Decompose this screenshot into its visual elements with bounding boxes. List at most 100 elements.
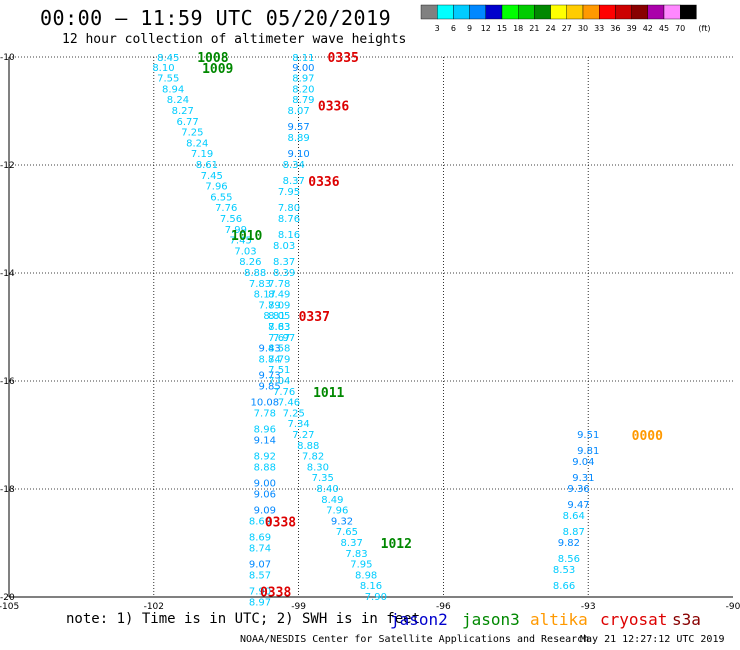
wave-height-value: 8.87 — [563, 527, 585, 538]
wave-height-value: 8.16 — [278, 230, 300, 241]
wave-height-value: 7.34 — [287, 419, 309, 430]
wave-height-values: 8.458.107.558.948.248.276.777.258.247.19… — [152, 53, 599, 608]
wave-height-value: 7.76 — [215, 203, 237, 214]
wave-height-value: 7.04 — [268, 376, 290, 387]
swh-colorbar: 3 6 9 12 15 18 21 24 27 30 33 36 39 42 45 70 (ft) — [420, 4, 710, 33]
footnote: note: 1) Time is in UTC; 2) SWH is in fe… — [66, 611, 421, 627]
colorbar-label: 21 — [529, 24, 539, 33]
wave-height-value: 7.79 — [259, 300, 281, 311]
x-tick-label: -90 — [726, 602, 740, 612]
wave-height-value: 8.34 — [283, 160, 305, 171]
wave-height-value: 7.25 — [181, 128, 203, 139]
wave-height-value: 8.09 — [268, 300, 290, 311]
x-tick-label: -102 — [144, 602, 164, 612]
colorbar-swatch — [420, 4, 438, 20]
wave-height-value: 8.37 — [273, 257, 295, 268]
credit-line: NOAA/NESDIS Center for Satellite Applica… — [240, 634, 590, 645]
wave-height-value: 8.81 — [263, 311, 285, 322]
colorbar-swatch — [550, 4, 567, 20]
wave-height-value: 8.88 — [297, 441, 319, 452]
wave-height-value: 8.83 — [268, 322, 290, 333]
wave-height-value: 8.89 — [287, 133, 309, 144]
wave-height-value: 9.82 — [558, 538, 580, 549]
wave-height-value: 7.25 — [283, 408, 305, 419]
wave-height-value: 8.26 — [239, 257, 261, 268]
colorbar-unit: (ft) — [698, 24, 710, 33]
wave-height-value: 8.88 — [244, 268, 266, 279]
wave-height-value: 7.03 — [234, 246, 256, 257]
colorbar-swatch — [599, 4, 616, 20]
legend-jason2: jason2 — [390, 610, 448, 629]
wave-height-value: 7.79 — [268, 354, 290, 365]
colorbar-label: 15 — [497, 24, 507, 33]
wave-height-value: 9.00 — [254, 479, 276, 490]
colorbar-swatch — [469, 4, 487, 20]
wave-height-value: 8.49 — [268, 290, 290, 301]
wave-height-value: 9.57 — [287, 122, 309, 133]
pass-time-label: 1008 — [197, 51, 228, 66]
wave-height-value: 8.30 — [307, 462, 329, 473]
legend-altika: altika — [530, 610, 588, 629]
wave-height-value: 7.27 — [292, 430, 314, 441]
colorbar-label: 18 — [513, 24, 523, 33]
wave-height-value: 7.76 — [273, 387, 295, 398]
wave-height-value: 9.00 — [292, 63, 314, 74]
wave-height-value: 8.37 — [283, 176, 305, 187]
wave-height-value: 9.51 — [577, 430, 599, 441]
colorbar-label: 6 — [451, 24, 456, 33]
x-tick-label: -99 — [291, 602, 306, 612]
wave-height-value: 7.78 — [268, 279, 290, 290]
axis-ticks: -10 -12 -14 -16 -18 -20-105 -102 -99 -96 -93 -90 — [0, 53, 740, 612]
wave-height-value: 7.78 — [254, 408, 276, 419]
colorbar-swatch — [680, 4, 697, 20]
wave-height-value: 8.17 — [254, 290, 276, 301]
wave-height-value: 8.20 — [292, 84, 314, 95]
legend-s3a: s3a — [672, 610, 701, 629]
colorbar-label: 39 — [627, 24, 637, 33]
legend-cryosat: cryosat — [600, 610, 668, 629]
colorbar-swatch — [518, 4, 535, 20]
wave-height-value: 7.90 — [365, 592, 387, 603]
wave-height-value: 8.76 — [278, 214, 300, 225]
wave-height-value: 9.81 — [577, 446, 599, 457]
wave-height-value: 8.24 — [186, 138, 208, 149]
wave-height-value: 9.73 — [259, 371, 281, 382]
colorbar-label: 24 — [546, 24, 556, 33]
colorbar-swatch — [631, 4, 648, 20]
wave-height-value: 8.05 — [268, 311, 290, 322]
colorbar-swatch — [534, 4, 551, 20]
generated-timestamp: May 21 12:27:12 UTC 2019 — [580, 634, 725, 645]
wave-height-value: 7.95 — [350, 560, 372, 571]
wave-height-value: 9.47 — [567, 500, 589, 511]
pass-time-label: 1011 — [313, 386, 344, 401]
legend-jason3: jason3 — [462, 610, 520, 629]
wave-height-value: 8.98 — [355, 570, 377, 581]
wave-height-value: 8.84 — [259, 354, 281, 365]
wave-height-value: 8.03 — [273, 241, 295, 252]
wave-height-value: 8.64 — [563, 511, 585, 522]
pass-time-label: 1010 — [231, 229, 262, 244]
y-tick-label: -18 — [0, 485, 15, 495]
wave-height-value: 8.49 — [321, 495, 343, 506]
wave-height-value: 9.07 — [249, 560, 271, 571]
wave-height-value: 8.97 — [249, 597, 271, 608]
wave-height-value: 7.45 — [201, 171, 223, 182]
colorbar-label: 27 — [562, 24, 572, 33]
colorbar-swatch — [485, 4, 503, 20]
x-tick-label: -96 — [436, 602, 451, 612]
wave-height-value: 7.96 — [205, 182, 227, 193]
pass-time-label: 0338 — [265, 515, 296, 530]
wave-height-value: 8.57 — [249, 570, 271, 581]
colorbar-label: 12 — [481, 24, 491, 33]
wave-height-value: 8.69 — [249, 533, 271, 544]
wave-height-value: 8.94 — [162, 84, 184, 95]
wave-height-value: 7.55 — [157, 74, 179, 85]
wave-height-value: 9.32 — [331, 516, 353, 527]
colorbar-label: 45 — [659, 24, 669, 33]
colorbar-swatch — [437, 4, 454, 20]
wave-height-value: 8.27 — [172, 106, 194, 117]
wave-height-value: 9.06 — [254, 489, 276, 500]
y-tick-label: -10 — [0, 53, 15, 63]
